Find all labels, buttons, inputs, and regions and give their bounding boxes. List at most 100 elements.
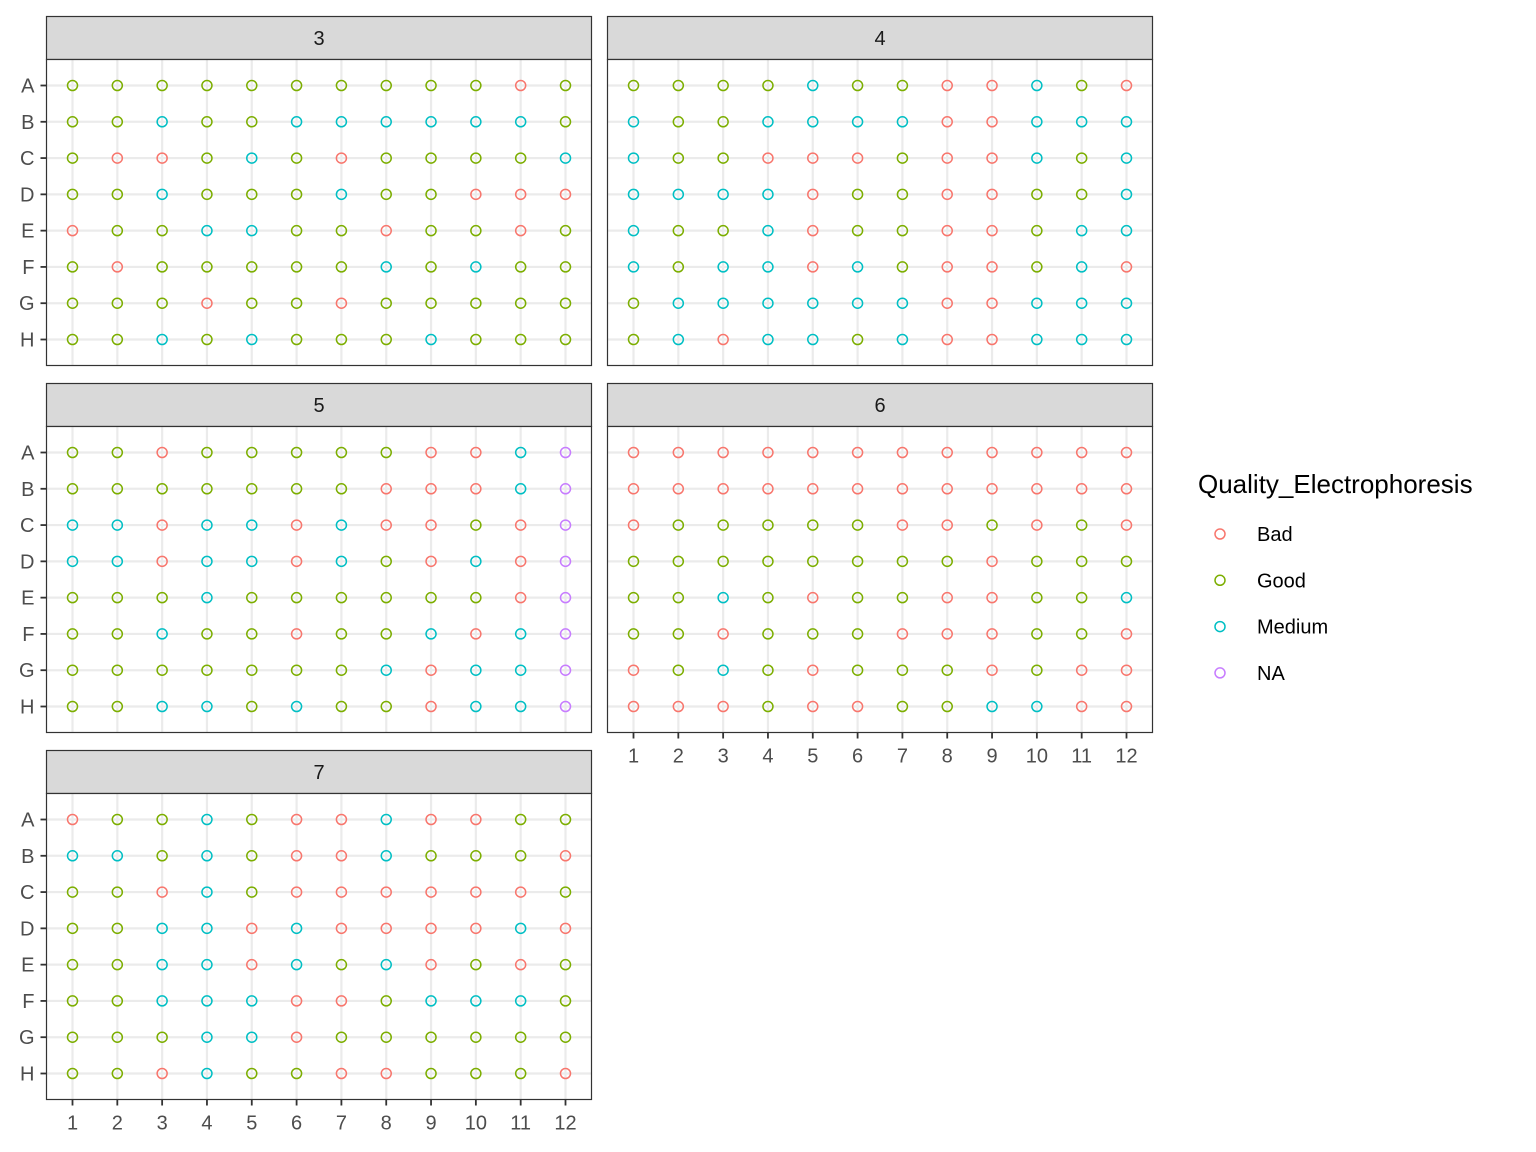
data-point <box>335 555 348 568</box>
x-tick-label: 4 <box>762 746 773 768</box>
data-point <box>380 958 392 971</box>
data-point <box>941 79 953 92</box>
data-point <box>66 188 79 201</box>
data-point <box>986 483 998 495</box>
data-point <box>627 628 640 640</box>
data-point <box>335 813 348 826</box>
data-point <box>717 297 729 309</box>
y-tick-label: A <box>21 810 35 832</box>
y-tick-label: H <box>20 330 34 352</box>
data-point <box>246 224 258 237</box>
legend-key <box>1214 620 1226 633</box>
data-point <box>425 519 437 531</box>
data-point <box>66 886 79 898</box>
data-point <box>986 519 998 531</box>
data-point <box>425 261 437 273</box>
x-tick-label: 12 <box>554 1113 576 1135</box>
x-tick-label: 12 <box>1115 746 1137 768</box>
data-point <box>1120 261 1133 273</box>
data-point <box>201 813 213 826</box>
facet-strip-label: 3 <box>313 28 324 50</box>
data-point <box>1075 700 1088 713</box>
data-point <box>807 152 819 164</box>
data-point <box>201 922 213 935</box>
data-point <box>559 555 572 568</box>
data-point <box>246 1067 258 1080</box>
data-point <box>380 333 392 346</box>
data-point <box>66 958 79 971</box>
facet-strip <box>45 749 593 795</box>
data-point <box>470 628 482 640</box>
data-point <box>470 1067 482 1080</box>
data-point <box>290 519 303 531</box>
data-point <box>851 446 864 459</box>
panel-6: 6 <box>606 382 1154 734</box>
data-point <box>335 628 348 640</box>
data-point <box>514 1067 527 1080</box>
legend-entry: Good <box>1214 570 1306 592</box>
data-point <box>559 664 572 676</box>
data-point <box>290 664 303 676</box>
panel-background <box>607 59 1153 366</box>
data-point <box>1031 333 1043 346</box>
data-point <box>559 116 572 128</box>
data-point <box>425 297 437 309</box>
data-point <box>335 591 348 604</box>
data-point <box>470 995 482 1007</box>
data-point <box>470 1031 482 1043</box>
data-point <box>380 664 392 676</box>
data-point <box>514 922 527 935</box>
data-point <box>627 591 640 604</box>
data-point <box>246 922 258 935</box>
data-point <box>717 116 729 128</box>
data-point <box>1031 519 1043 531</box>
x-tick-label: 9 <box>986 746 997 768</box>
data-point <box>941 700 953 713</box>
data-point <box>380 519 392 531</box>
data-point <box>762 261 774 273</box>
data-point <box>156 261 168 273</box>
data-point <box>1120 297 1133 309</box>
data-point <box>335 116 348 128</box>
data-point <box>627 483 640 495</box>
data-point <box>1031 628 1043 640</box>
data-point <box>896 224 909 237</box>
data-point <box>246 813 258 826</box>
y-tick-label: E <box>21 221 34 243</box>
data-point <box>156 483 168 495</box>
data-point <box>986 224 998 237</box>
data-point <box>941 591 953 604</box>
data-point <box>851 152 864 164</box>
data-point <box>762 519 774 531</box>
facet-strip-label: 5 <box>313 395 324 417</box>
x-tick-label: 10 <box>1026 746 1048 768</box>
data-point <box>111 995 124 1007</box>
x-tick-label: 10 <box>465 1113 487 1135</box>
data-point <box>111 483 124 495</box>
data-point <box>941 555 953 568</box>
data-point <box>425 483 437 495</box>
panel-background <box>46 793 592 1100</box>
data-point <box>290 483 303 495</box>
data-point <box>380 591 392 604</box>
data-point <box>1075 152 1088 164</box>
data-point <box>514 591 527 604</box>
data-point <box>1031 261 1043 273</box>
data-point <box>66 555 79 568</box>
data-point <box>425 700 437 713</box>
data-point <box>807 261 819 273</box>
y-tick-label: H <box>20 1064 34 1086</box>
x-tick-label: 7 <box>336 1113 347 1135</box>
data-point <box>201 1067 213 1080</box>
data-point <box>380 224 392 237</box>
data-point <box>807 297 819 309</box>
data-point <box>762 591 774 604</box>
data-point <box>762 116 774 128</box>
x-tick-label: 7 <box>897 746 908 768</box>
data-point <box>1120 446 1133 459</box>
data-point <box>335 1031 348 1043</box>
data-point <box>1075 116 1088 128</box>
data-point <box>807 333 819 346</box>
data-point <box>335 483 348 495</box>
data-point <box>201 664 213 676</box>
